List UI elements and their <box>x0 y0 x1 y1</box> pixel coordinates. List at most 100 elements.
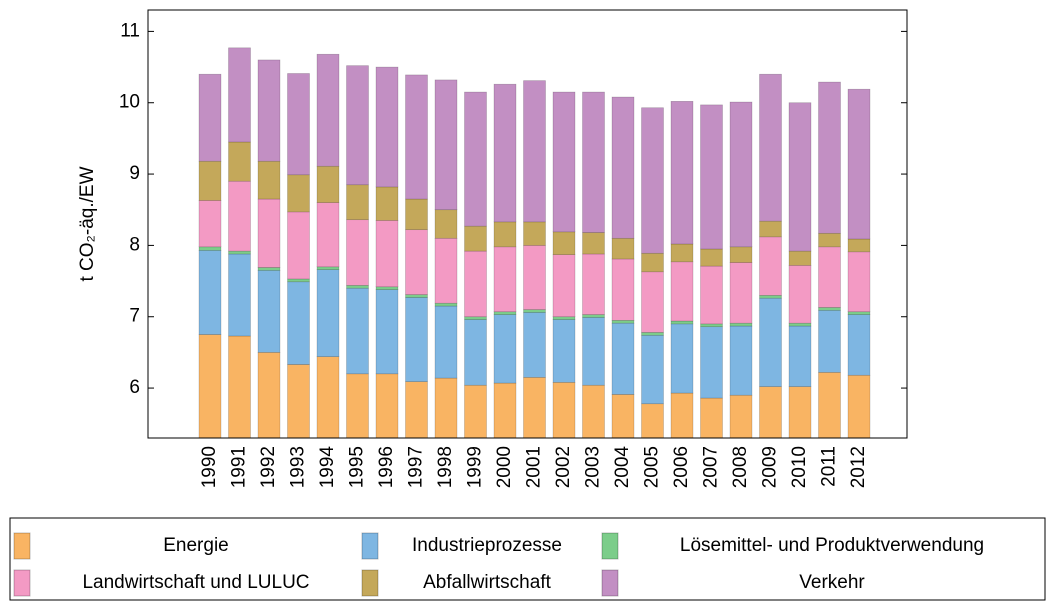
bar-segment <box>375 66 399 188</box>
y-tick-label: 11 <box>120 20 140 41</box>
bar-segment <box>700 265 723 325</box>
bar-segment <box>316 356 340 439</box>
bar-segment <box>729 322 753 327</box>
bar-segment <box>228 47 251 143</box>
bar-segment <box>464 225 487 252</box>
bar-segment <box>346 65 369 186</box>
bar-segment <box>670 323 694 394</box>
bar-segment <box>700 248 723 267</box>
y-tick-label: 10 <box>119 92 140 113</box>
bar-segment <box>287 364 310 439</box>
bar-segment <box>788 325 812 387</box>
bar-segment <box>818 232 841 248</box>
x-tick-label: 2009 <box>760 446 781 488</box>
bar-segment <box>729 394 753 439</box>
bar-segment <box>257 198 281 268</box>
bar-segment <box>493 382 517 439</box>
bar-segment <box>316 269 340 357</box>
bar-segment <box>759 297 782 387</box>
bar-segment <box>729 262 753 324</box>
bar-segment <box>670 392 694 439</box>
bar-segment <box>523 245 546 310</box>
legend-box <box>9 517 1046 601</box>
bar-segment <box>198 160 222 201</box>
x-tick-label: 2002 <box>553 446 574 488</box>
bar-segment <box>552 254 576 318</box>
bar-segment <box>552 231 576 255</box>
bar-segment <box>493 221 517 248</box>
bar-segment <box>346 184 369 221</box>
bar-segment <box>287 211 310 280</box>
bar-segment <box>405 381 428 439</box>
bar-segment <box>316 165 340 203</box>
bar-segment <box>198 73 222 162</box>
x-tick-label: 2004 <box>612 446 633 489</box>
bar-segment <box>700 326 723 399</box>
bar-segment <box>464 384 487 439</box>
bar-segment <box>641 107 664 254</box>
legend-label: Landwirtschaft und LULUC <box>82 572 309 593</box>
bar-segment <box>847 251 871 313</box>
bar-segment <box>375 186 399 221</box>
y-tick-label: 7 <box>129 306 140 327</box>
bar-segment <box>434 302 458 307</box>
x-tick-label: 1992 <box>258 446 279 488</box>
legend-label: Lösemittel- und Produktverwendung <box>680 535 984 556</box>
bar-segment <box>611 258 635 321</box>
bar-segment <box>552 316 576 320</box>
legend-swatch <box>361 532 379 560</box>
x-tick-label: 1993 <box>288 446 309 488</box>
bar-segment <box>434 79 458 211</box>
bar-segment <box>582 91 605 233</box>
bar-segment <box>257 59 281 162</box>
bar-segment <box>257 160 281 200</box>
bar-segment <box>405 74 428 200</box>
bar-segment <box>375 289 399 375</box>
bar-segment <box>729 246 753 263</box>
bar-segment <box>257 270 281 353</box>
bar-segment <box>346 373 369 439</box>
bar-segment <box>818 307 841 311</box>
x-tick-label: 2008 <box>730 446 751 488</box>
bar-segment <box>375 220 399 288</box>
legend-label: Abfallwirtschaft <box>423 572 551 593</box>
x-tick-label: 2005 <box>642 446 663 488</box>
x-tick-label: 2006 <box>671 446 692 488</box>
y-tick-label: 9 <box>129 163 140 184</box>
bar-segment <box>198 246 222 251</box>
x-tick-label: 2001 <box>524 446 545 488</box>
bar-segment <box>493 246 517 313</box>
bar-segment <box>346 219 369 286</box>
bar-segment <box>493 314 517 384</box>
bar-segment <box>375 286 399 290</box>
bar-segment <box>582 232 605 255</box>
legend-swatch <box>601 569 619 597</box>
bar-segment <box>523 377 546 439</box>
bar-segment <box>582 314 605 318</box>
plot-frame <box>147 9 908 439</box>
bar-segment <box>405 198 428 231</box>
y-tick-label: 8 <box>129 234 140 255</box>
x-tick-label: 2007 <box>701 446 722 488</box>
bar-segment <box>788 250 812 266</box>
bar-segment <box>611 322 635 395</box>
bar-segment <box>464 91 487 227</box>
bar-segment <box>847 374 871 439</box>
legend-swatch <box>601 532 619 560</box>
x-tick-label: 2000 <box>494 446 515 488</box>
x-tick-label: 2012 <box>848 446 869 488</box>
bar-segment <box>552 319 576 383</box>
bar-segment <box>818 310 841 373</box>
bar-segment <box>434 305 458 379</box>
x-tick-label: 1991 <box>229 446 250 488</box>
bar-segment <box>611 237 635 260</box>
bar-segment <box>287 278 310 283</box>
bar-segment <box>670 101 694 245</box>
bar-segment <box>523 309 546 313</box>
bar-segment <box>847 314 871 376</box>
bar-segment <box>434 377 458 439</box>
bar-segment <box>582 253 605 315</box>
bar-segment <box>847 311 871 315</box>
bar-segment <box>228 180 251 252</box>
